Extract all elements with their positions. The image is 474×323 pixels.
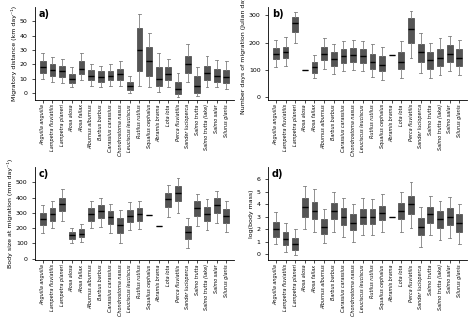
PathPatch shape (146, 47, 152, 76)
PathPatch shape (165, 67, 171, 80)
PathPatch shape (273, 48, 279, 59)
Text: c): c) (39, 169, 49, 179)
PathPatch shape (292, 16, 298, 32)
PathPatch shape (79, 61, 84, 74)
PathPatch shape (165, 193, 171, 207)
PathPatch shape (302, 198, 308, 217)
PathPatch shape (370, 54, 375, 68)
PathPatch shape (340, 208, 346, 225)
PathPatch shape (437, 49, 443, 66)
Text: d): d) (272, 169, 283, 179)
PathPatch shape (437, 211, 443, 228)
PathPatch shape (79, 229, 84, 237)
PathPatch shape (50, 64, 55, 76)
PathPatch shape (204, 66, 210, 80)
PathPatch shape (223, 209, 229, 223)
PathPatch shape (108, 211, 113, 224)
PathPatch shape (360, 49, 365, 63)
PathPatch shape (379, 205, 385, 221)
PathPatch shape (127, 210, 133, 222)
PathPatch shape (108, 71, 113, 80)
PathPatch shape (408, 18, 414, 43)
PathPatch shape (185, 226, 191, 239)
PathPatch shape (447, 45, 453, 62)
PathPatch shape (88, 208, 94, 221)
PathPatch shape (175, 81, 181, 94)
Y-axis label: log(body mass): log(body mass) (249, 189, 254, 238)
Y-axis label: Migratory distance (km day⁻¹): Migratory distance (km day⁻¹) (11, 6, 17, 101)
PathPatch shape (40, 61, 46, 73)
PathPatch shape (379, 56, 385, 71)
PathPatch shape (223, 70, 229, 83)
PathPatch shape (273, 222, 279, 237)
PathPatch shape (370, 209, 375, 224)
PathPatch shape (321, 219, 327, 234)
PathPatch shape (399, 52, 404, 68)
PathPatch shape (428, 207, 433, 223)
Y-axis label: Body size at migration (mm day⁻¹): Body size at migration (mm day⁻¹) (7, 159, 13, 268)
PathPatch shape (340, 49, 346, 63)
PathPatch shape (360, 209, 365, 224)
Y-axis label: Number days of migration (Julian day): Number days of migration (Julian day) (241, 0, 246, 114)
PathPatch shape (194, 76, 200, 93)
PathPatch shape (185, 56, 191, 73)
PathPatch shape (283, 232, 288, 245)
Text: a): a) (39, 9, 50, 19)
PathPatch shape (88, 70, 94, 80)
PathPatch shape (98, 71, 104, 81)
PathPatch shape (321, 47, 327, 60)
PathPatch shape (69, 232, 75, 239)
PathPatch shape (98, 205, 104, 218)
PathPatch shape (350, 214, 356, 230)
PathPatch shape (156, 67, 162, 86)
PathPatch shape (447, 208, 453, 225)
PathPatch shape (117, 218, 123, 233)
PathPatch shape (175, 186, 181, 202)
PathPatch shape (399, 203, 404, 219)
PathPatch shape (59, 66, 65, 77)
PathPatch shape (311, 202, 318, 219)
PathPatch shape (311, 62, 318, 73)
PathPatch shape (428, 52, 433, 68)
PathPatch shape (59, 198, 65, 211)
Text: b): b) (272, 9, 284, 19)
PathPatch shape (69, 74, 75, 83)
PathPatch shape (117, 68, 123, 80)
PathPatch shape (292, 238, 298, 250)
PathPatch shape (137, 208, 142, 221)
PathPatch shape (127, 81, 133, 90)
PathPatch shape (283, 47, 288, 58)
PathPatch shape (456, 214, 462, 232)
PathPatch shape (214, 198, 219, 213)
PathPatch shape (40, 213, 46, 225)
PathPatch shape (418, 218, 424, 235)
PathPatch shape (418, 44, 424, 62)
PathPatch shape (204, 207, 210, 221)
PathPatch shape (50, 208, 55, 221)
PathPatch shape (137, 28, 142, 71)
PathPatch shape (350, 48, 356, 62)
PathPatch shape (408, 196, 414, 214)
PathPatch shape (194, 202, 200, 216)
PathPatch shape (214, 68, 219, 81)
PathPatch shape (331, 52, 337, 66)
PathPatch shape (331, 203, 337, 219)
PathPatch shape (456, 49, 462, 66)
